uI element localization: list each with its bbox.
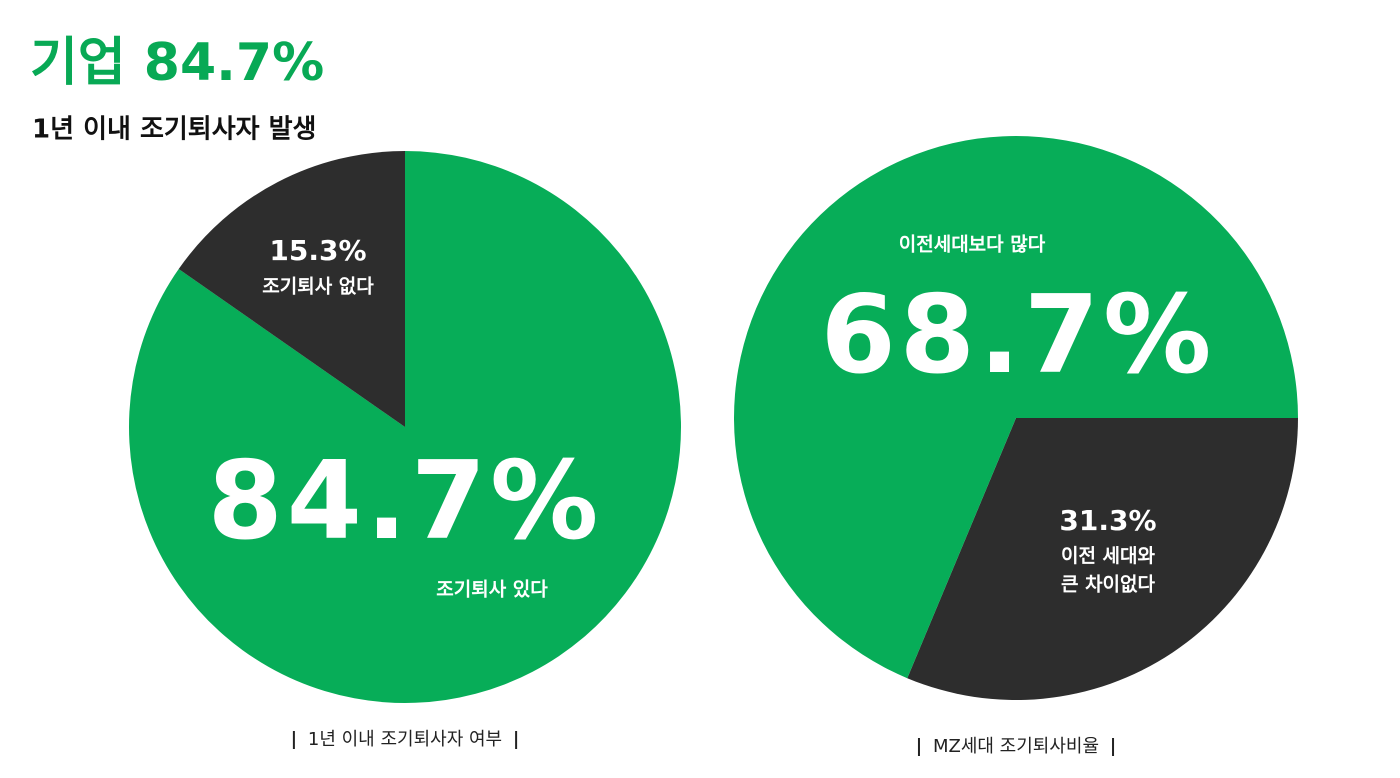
pie-slice (907, 418, 1298, 700)
category-label: 이전 세대와 큰 차이없다 (1061, 545, 1156, 596)
value-label: 15.3% (269, 234, 366, 267)
chart-caption: 1년 이내 조기퇴사자 여부 (308, 729, 502, 750)
value-label: 31.3% (1059, 504, 1156, 537)
category-label: 조기퇴사 없다 (262, 276, 374, 298)
pie-slice (733, 136, 1298, 679)
value-label: 68.7% (821, 273, 1216, 398)
category-label: 이전세대보다 많다 (899, 234, 1046, 256)
page-title: 기업 84.7% (30, 33, 324, 93)
pie-slice (178, 151, 405, 427)
pie-slice (128, 151, 681, 704)
chart-caption: MZ세대 조기퇴사비율 (933, 736, 1099, 757)
category-label: 조기퇴사 있다 (436, 579, 548, 601)
page-subtitle: 1년 이내 조기퇴사자 발생 (32, 115, 316, 145)
value-label: 84.7% (208, 439, 603, 564)
